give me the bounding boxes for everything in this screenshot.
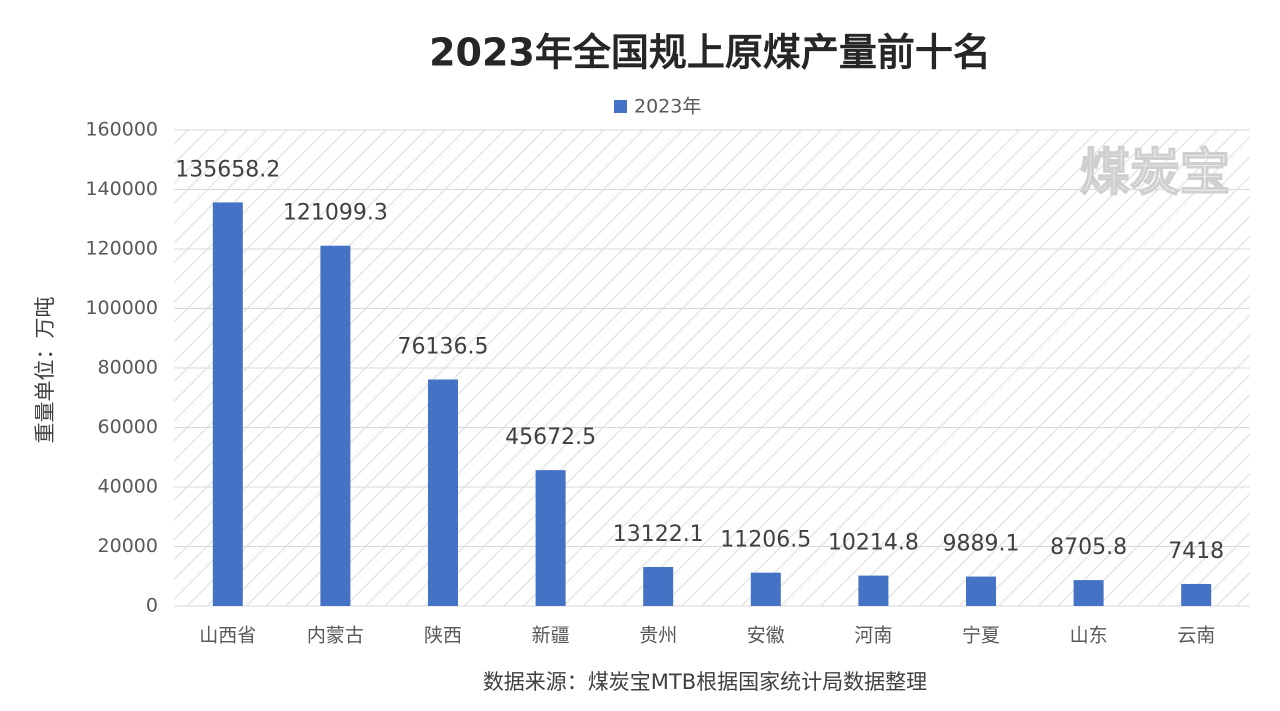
y-tick-label: 80000: [98, 357, 158, 379]
source-note: 数据来源：煤炭宝MTB根据国家统计局数据整理: [483, 670, 927, 694]
value-label: 135658.2: [175, 157, 280, 182]
y-axis-label: 重量单位：万吨: [33, 297, 57, 444]
y-tick-label: 120000: [85, 238, 158, 260]
y-tick-label: 100000: [85, 297, 158, 319]
value-label: 13122.1: [613, 522, 704, 547]
bar: [1181, 583, 1212, 606]
legend-swatch: [614, 100, 627, 113]
x-tick-label: 内蒙古: [307, 625, 364, 647]
bar: [858, 575, 889, 606]
y-tick-label: 60000: [98, 416, 158, 438]
value-label: 45672.5: [505, 425, 596, 450]
chart-title: 2023年全国规上原煤产量前十名: [429, 31, 991, 75]
bar: [320, 245, 351, 606]
bar: [212, 202, 243, 606]
x-tick-label: 山西省: [199, 625, 256, 647]
y-tick-label: 40000: [98, 476, 158, 498]
x-tick-label: 云南: [1177, 625, 1215, 647]
value-label: 11206.5: [720, 528, 811, 553]
y-tick-label: 140000: [85, 178, 158, 200]
value-label: 76136.5: [398, 334, 489, 359]
value-label: 10214.8: [828, 531, 919, 556]
value-label: 121099.3: [283, 201, 388, 226]
y-tick-label: 20000: [98, 535, 158, 557]
legend-label: 2023年: [634, 96, 701, 118]
x-tick-label: 宁夏: [962, 625, 1000, 647]
y-tick-label: 160000: [85, 119, 158, 141]
y-tick-label: 0: [146, 595, 158, 617]
bar: [643, 566, 674, 606]
watermark: 煤炭宝: [1080, 144, 1230, 202]
x-tick-label: 新疆: [532, 625, 570, 647]
x-tick-label: 陕西: [424, 625, 462, 647]
value-label: 7418: [1168, 539, 1224, 564]
x-tick-label: 山东: [1070, 625, 1108, 647]
value-label: 9889.1: [943, 532, 1020, 557]
bar: [750, 572, 781, 606]
x-tick-label: 河南: [854, 625, 892, 647]
x-tick-label: 安徽: [747, 625, 785, 647]
bar: [428, 379, 458, 606]
value-label: 8705.8: [1050, 535, 1127, 560]
bar: [535, 470, 566, 606]
bar: [966, 576, 996, 606]
bar: [1073, 580, 1104, 606]
x-tick-label: 贵州: [639, 625, 677, 647]
